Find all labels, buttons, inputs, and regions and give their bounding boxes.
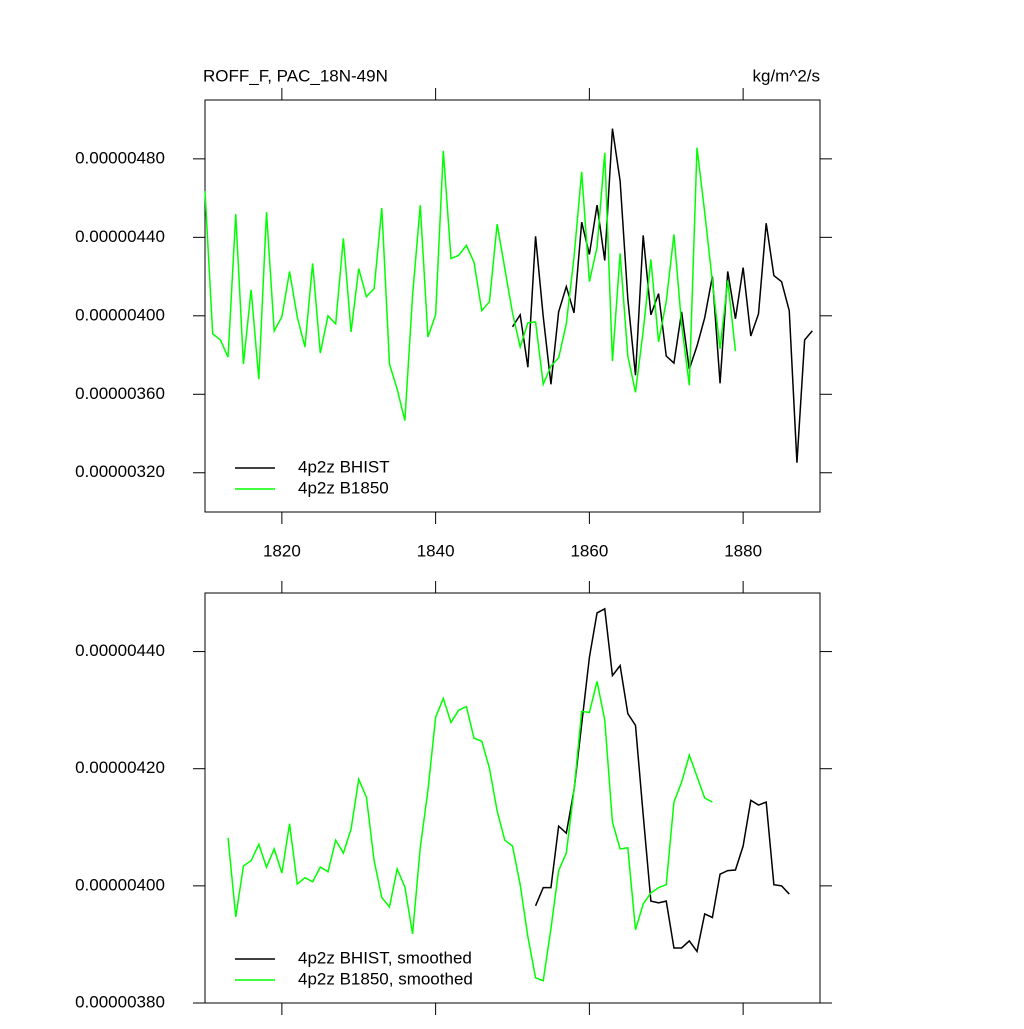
units-label: kg/m^2/s — [753, 66, 821, 85]
y-tick-label: 0.00000360 — [75, 384, 165, 403]
plot-frame — [204, 99, 821, 513]
series-line — [534, 607, 790, 954]
x-tick-label: 1880 — [724, 541, 762, 560]
y-tick-label: 0.00000380 — [75, 992, 165, 1011]
legend-label: 4p2z B1850, smoothed — [298, 969, 473, 988]
y-tick-label: 0.00000440 — [75, 641, 165, 660]
legend-label: 4p2z BHIST — [298, 457, 390, 476]
legend-label: 4p2z B1850 — [298, 478, 389, 497]
y-tick-label: 0.00000400 — [75, 305, 165, 324]
series-line — [204, 147, 737, 421]
plot-frame — [204, 592, 821, 1004]
y-tick-label: 0.00000400 — [75, 875, 165, 894]
y-tick-label: 0.00000480 — [75, 148, 165, 167]
x-tick-label: 1840 — [417, 541, 455, 560]
series-line — [227, 681, 713, 982]
series-line — [511, 128, 813, 463]
y-tick-label: 0.00000320 — [75, 462, 165, 481]
y-tick-label: 0.00000420 — [75, 758, 165, 777]
chart-title: ROFF_F, PAC_18N-49N — [203, 66, 388, 85]
x-tick-label: 1820 — [263, 541, 301, 560]
legend-label: 4p2z BHIST, smoothed — [298, 948, 472, 967]
x-tick-label: 1860 — [570, 541, 608, 560]
y-tick-label: 0.00000440 — [75, 227, 165, 246]
